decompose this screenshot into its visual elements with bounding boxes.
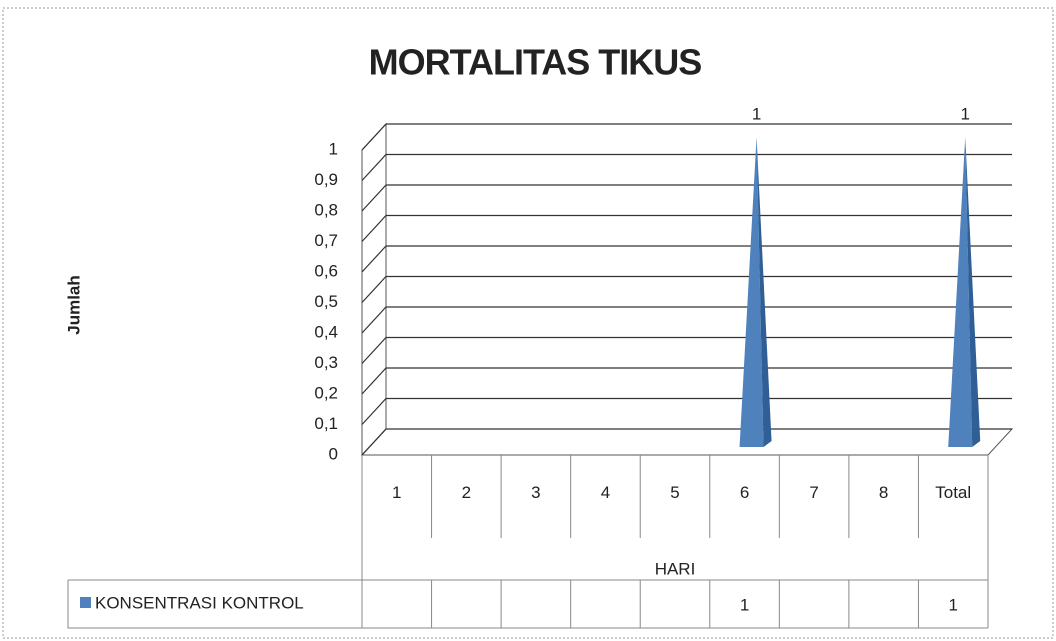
x-tick-label: 6 bbox=[739, 483, 750, 502]
y-tick-label: 0,5 bbox=[314, 292, 338, 311]
y-tick-label: 0,4 bbox=[314, 322, 338, 341]
x-tick-label: 1 bbox=[392, 483, 402, 502]
grid-line bbox=[361, 397, 1012, 425]
x-tick-label: 8 bbox=[878, 483, 889, 502]
y-tick-label: 0,9 bbox=[314, 170, 338, 189]
grid-line bbox=[361, 275, 1012, 303]
chart-title: MORTALITAS TIKUS bbox=[369, 42, 702, 83]
value-label: 1 bbox=[960, 104, 969, 123]
pyramid-side bbox=[756, 137, 772, 447]
grid-line bbox=[361, 367, 1012, 395]
legend-swatch bbox=[80, 597, 91, 608]
x-tick-label: 7 bbox=[809, 483, 819, 502]
chart-border bbox=[2, 7, 1054, 639]
grid-line bbox=[361, 245, 1012, 273]
legend-label: KONSENTRASI KONTROL bbox=[95, 593, 304, 612]
table-line bbox=[67, 579, 988, 629]
grid-line bbox=[361, 306, 1012, 334]
x-tick-label: 2 bbox=[461, 483, 472, 502]
value-label: 1 bbox=[752, 104, 761, 123]
x-axis-label: HARI bbox=[655, 559, 696, 578]
x-tick-label: 3 bbox=[531, 483, 541, 502]
y-tick-label: 1 bbox=[329, 139, 338, 158]
y-tick-label: 0,8 bbox=[314, 200, 338, 219]
grid-line bbox=[361, 336, 1012, 364]
y-tick-label: 0,6 bbox=[314, 261, 338, 280]
grid-line bbox=[361, 214, 1012, 242]
pyramid-front bbox=[948, 137, 973, 447]
pyramid-front bbox=[739, 137, 764, 447]
grid-line bbox=[361, 428, 1012, 456]
grid-line bbox=[361, 123, 1012, 151]
x-tick-label: 5 bbox=[670, 483, 680, 502]
table-value: 1 bbox=[740, 595, 749, 614]
grid-line bbox=[361, 153, 1012, 181]
x-tick-label: Total bbox=[935, 483, 972, 502]
y-tick-label: 0,1 bbox=[314, 414, 338, 433]
grid-line bbox=[361, 184, 1012, 212]
floor bbox=[360, 428, 1014, 456]
y-tick-label: 0,3 bbox=[314, 353, 338, 372]
table-value: 1 bbox=[948, 595, 957, 614]
y-tick-label: 0,2 bbox=[314, 383, 338, 402]
x-tick-label: 4 bbox=[600, 483, 611, 502]
y-axis-label: Jumlah bbox=[64, 275, 83, 335]
pyramid-side bbox=[965, 137, 981, 447]
y-tick-label: 0,7 bbox=[314, 231, 338, 250]
y-tick-label: 0 bbox=[329, 444, 338, 463]
